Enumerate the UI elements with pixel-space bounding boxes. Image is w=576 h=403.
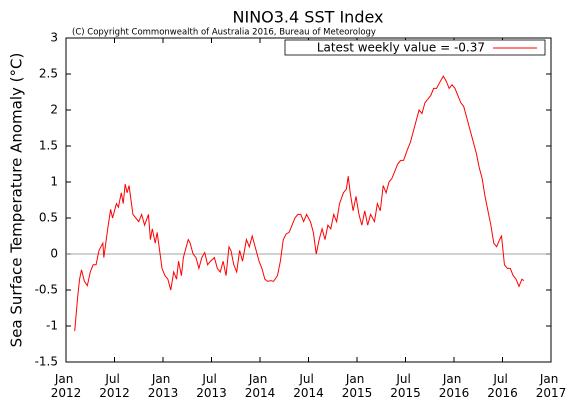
x-tick-label: Jul 2012 <box>99 372 130 400</box>
x-tick-label: Jan 2013 <box>148 372 179 400</box>
x-tick-label-part: 2017 <box>536 386 567 400</box>
y-tick-label: 0.5 <box>39 211 58 225</box>
x-tick-label-part: 2014 <box>293 386 324 400</box>
y-tick-label: 0 <box>50 247 58 261</box>
x-tick-label-part: 2016 <box>439 386 470 400</box>
x-tick-label: Jan 2016 <box>439 372 470 400</box>
x-tick-label: Jan 2014 <box>245 372 276 400</box>
x-tick-label-part: Jan <box>345 372 368 386</box>
y-tick-label: 2.5 <box>39 67 58 81</box>
x-tick-label-part: 2015 <box>390 386 421 400</box>
plot-frame <box>65 37 552 363</box>
x-tick-label-part: 2015 <box>342 386 373 400</box>
legend-box <box>284 39 546 56</box>
x-tick-label: Jan 2015 <box>342 372 373 400</box>
x-tick-label-part: 2013 <box>196 386 227 400</box>
x-tick-label: Jul 2014 <box>293 372 324 400</box>
y-tick-label: 1.5 <box>39 139 58 153</box>
y-axis-label: Sea Surface Temperature Anomaly (°C) <box>8 53 26 348</box>
x-tick-label-part: Jul <box>395 372 414 386</box>
x-tick-label-part: 2016 <box>487 386 518 400</box>
x-tick-label-part: Jan <box>151 372 174 386</box>
x-tick-label-part: Jul <box>298 372 317 386</box>
x-tick-label-part: Jan <box>248 372 271 386</box>
x-tick-label-part: 2012 <box>51 386 82 400</box>
y-tick-label: 2 <box>50 103 58 117</box>
y-tick-label: -1.5 <box>35 355 58 369</box>
x-tick-label-part: Jan <box>54 372 77 386</box>
x-tick-label: Jul 2015 <box>390 372 421 400</box>
x-tick-label: Jul 2016 <box>487 372 518 400</box>
y-tick-label: 1 <box>50 175 58 189</box>
y-tick-label: -1 <box>46 319 58 333</box>
y-tick-label: -0.5 <box>35 283 58 297</box>
x-tick-label: Jan 2017 <box>536 372 567 400</box>
chart-subtitle: (C) Copyright Commonwealth of Australia … <box>72 28 376 38</box>
y-tick-label: 3 <box>50 31 58 45</box>
x-tick-label-part: 2014 <box>245 386 276 400</box>
x-tick-label-part: Jan <box>442 372 465 386</box>
x-tick-label: Jan 2012 <box>51 372 82 400</box>
legend-label: Latest weekly value = -0.37 <box>317 41 485 55</box>
chart-title: NINO3.4 SST Index <box>233 8 384 27</box>
data-line <box>74 75 525 332</box>
x-tick-label-part: Jul <box>104 372 123 386</box>
x-tick-label-part: Jul <box>201 372 220 386</box>
x-tick-label-part: 2012 <box>99 386 130 400</box>
x-tick-label-part: 2013 <box>148 386 179 400</box>
x-tick-label: Jul 2013 <box>196 372 227 400</box>
x-tick-label-part: Jul <box>492 372 511 386</box>
x-tick-label-part: Jan <box>539 372 562 386</box>
